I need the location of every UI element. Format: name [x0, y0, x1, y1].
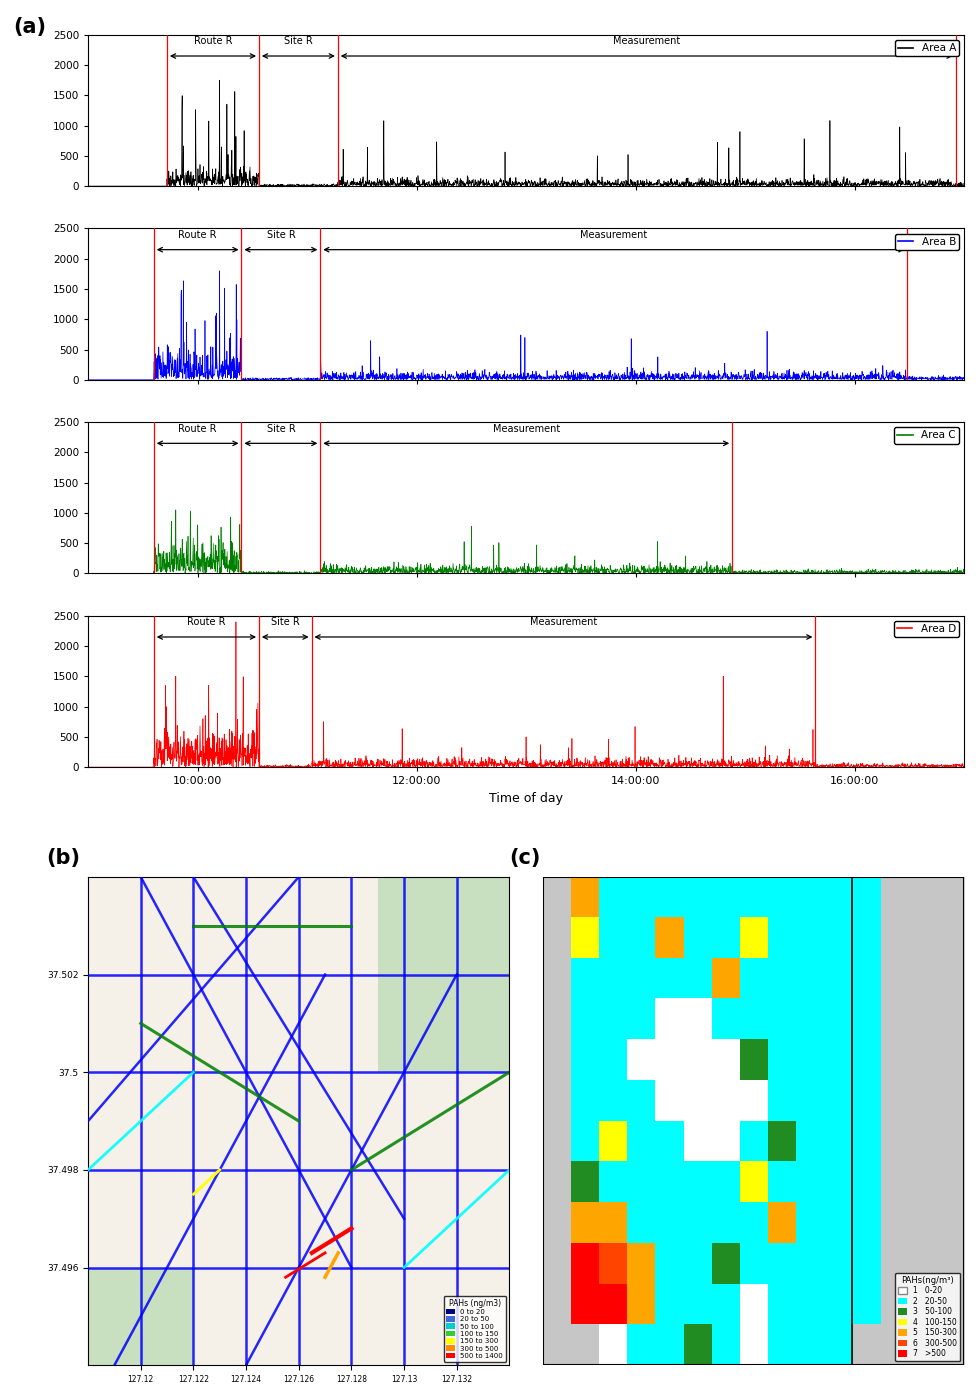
Text: Route R: Route R — [178, 230, 217, 240]
Legend: Area D: Area D — [893, 621, 958, 637]
Text: Measurement: Measurement — [612, 36, 680, 46]
Text: Site R: Site R — [266, 423, 295, 433]
Legend: 0 to 20, 20 to 50, 50 to 100, 100 to 150, 150 to 300, 300 to 500, 500 to 1400: 0 to 20, 20 to 50, 50 to 100, 100 to 150… — [443, 1295, 506, 1362]
Legend: 1   0-20, 2   20-50, 3   50-100, 4   100-150, 5   150-300, 6   300-500, 7   >500: 1 0-20, 2 20-50, 3 50-100, 4 100-150, 5 … — [894, 1273, 959, 1361]
Text: Route R: Route R — [194, 36, 232, 46]
X-axis label: Time of day: Time of day — [489, 791, 562, 805]
Polygon shape — [88, 878, 509, 1365]
Text: Site R: Site R — [271, 617, 299, 627]
Text: Site R: Site R — [284, 36, 312, 46]
Text: Site R: Site R — [266, 230, 295, 240]
Legend: Area C: Area C — [893, 428, 958, 443]
Polygon shape — [378, 878, 509, 1073]
Text: Route R: Route R — [178, 423, 217, 433]
Legend: Area B: Area B — [894, 234, 958, 249]
Polygon shape — [88, 1268, 194, 1365]
Text: (a): (a) — [14, 17, 47, 36]
Text: Measurement: Measurement — [492, 423, 559, 433]
Text: (b): (b) — [46, 848, 80, 868]
Text: Measurement: Measurement — [580, 230, 646, 240]
Text: (c): (c) — [509, 848, 540, 868]
Legend: Area A: Area A — [894, 40, 958, 56]
Text: Route R: Route R — [187, 617, 225, 627]
Text: Measurement: Measurement — [529, 617, 597, 627]
